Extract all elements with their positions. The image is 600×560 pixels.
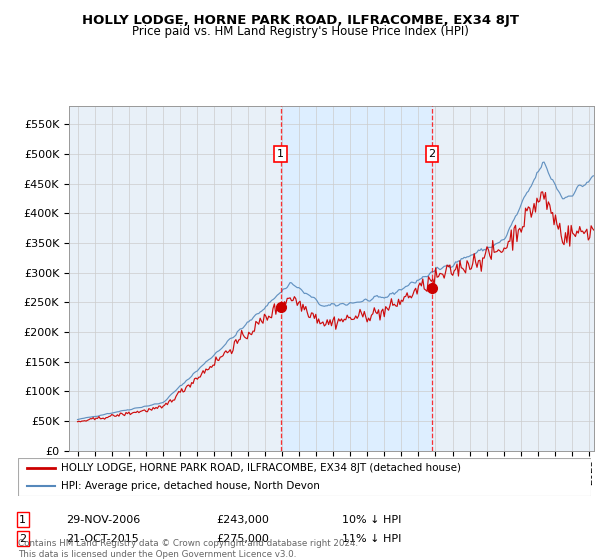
Text: 2: 2 <box>19 534 26 544</box>
Text: 2: 2 <box>428 149 436 159</box>
Text: 1: 1 <box>19 515 26 525</box>
Text: 1: 1 <box>277 149 284 159</box>
Text: £275,000: £275,000 <box>216 534 269 544</box>
Text: 21-OCT-2015: 21-OCT-2015 <box>66 534 139 544</box>
Bar <box>281 106 432 451</box>
Text: HOLLY LODGE, HORNE PARK ROAD, ILFRACOMBE, EX34 8JT: HOLLY LODGE, HORNE PARK ROAD, ILFRACOMBE… <box>82 14 518 27</box>
Text: £243,000: £243,000 <box>216 515 269 525</box>
Text: HPI: Average price, detached house, North Devon: HPI: Average price, detached house, Nort… <box>61 481 320 491</box>
Text: 10% ↓ HPI: 10% ↓ HPI <box>342 515 401 525</box>
Text: 29-NOV-2006: 29-NOV-2006 <box>66 515 140 525</box>
Text: Contains HM Land Registry data © Crown copyright and database right 2024.
This d: Contains HM Land Registry data © Crown c… <box>18 539 358 559</box>
Text: Price paid vs. HM Land Registry's House Price Index (HPI): Price paid vs. HM Land Registry's House … <box>131 25 469 38</box>
Text: HOLLY LODGE, HORNE PARK ROAD, ILFRACOMBE, EX34 8JT (detached house): HOLLY LODGE, HORNE PARK ROAD, ILFRACOMBE… <box>61 463 461 473</box>
Text: 11% ↓ HPI: 11% ↓ HPI <box>342 534 401 544</box>
